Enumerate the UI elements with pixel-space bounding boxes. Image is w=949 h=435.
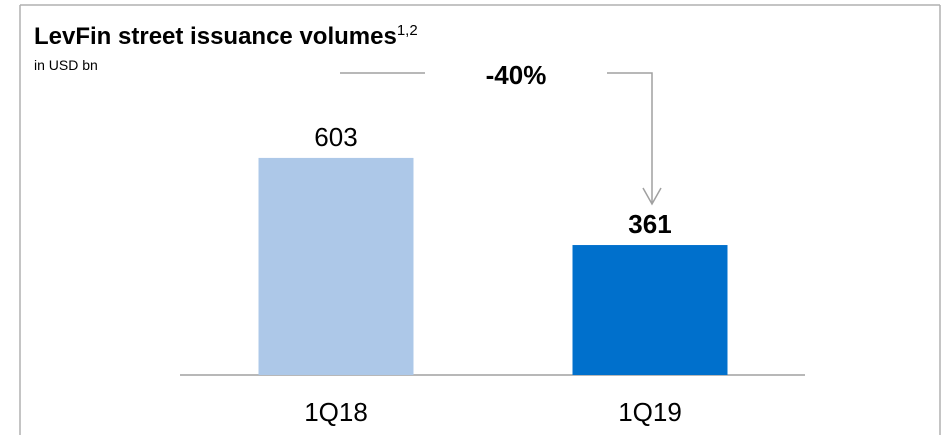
x-tick-label: 1Q19 — [618, 397, 682, 427]
arrow-right-line — [607, 72, 653, 203]
bar — [572, 245, 728, 375]
x-tick-label: 1Q18 — [304, 397, 368, 427]
data-label: 603 — [314, 122, 357, 152]
chart-title-text: LevFin street issuance volumes — [34, 23, 397, 50]
chart-title: LevFin street issuance volumes1,2 — [34, 22, 418, 50]
frame — [19, 4, 941, 435]
bar — [258, 157, 414, 375]
annotation: -40% — [486, 60, 547, 90]
title-note: 1,2 — [397, 22, 418, 39]
subtitle: in USD bn — [34, 57, 98, 73]
data-label: 361 — [628, 209, 671, 239]
arrow-head — [642, 187, 662, 206]
change-arrow — [340, 72, 662, 206]
